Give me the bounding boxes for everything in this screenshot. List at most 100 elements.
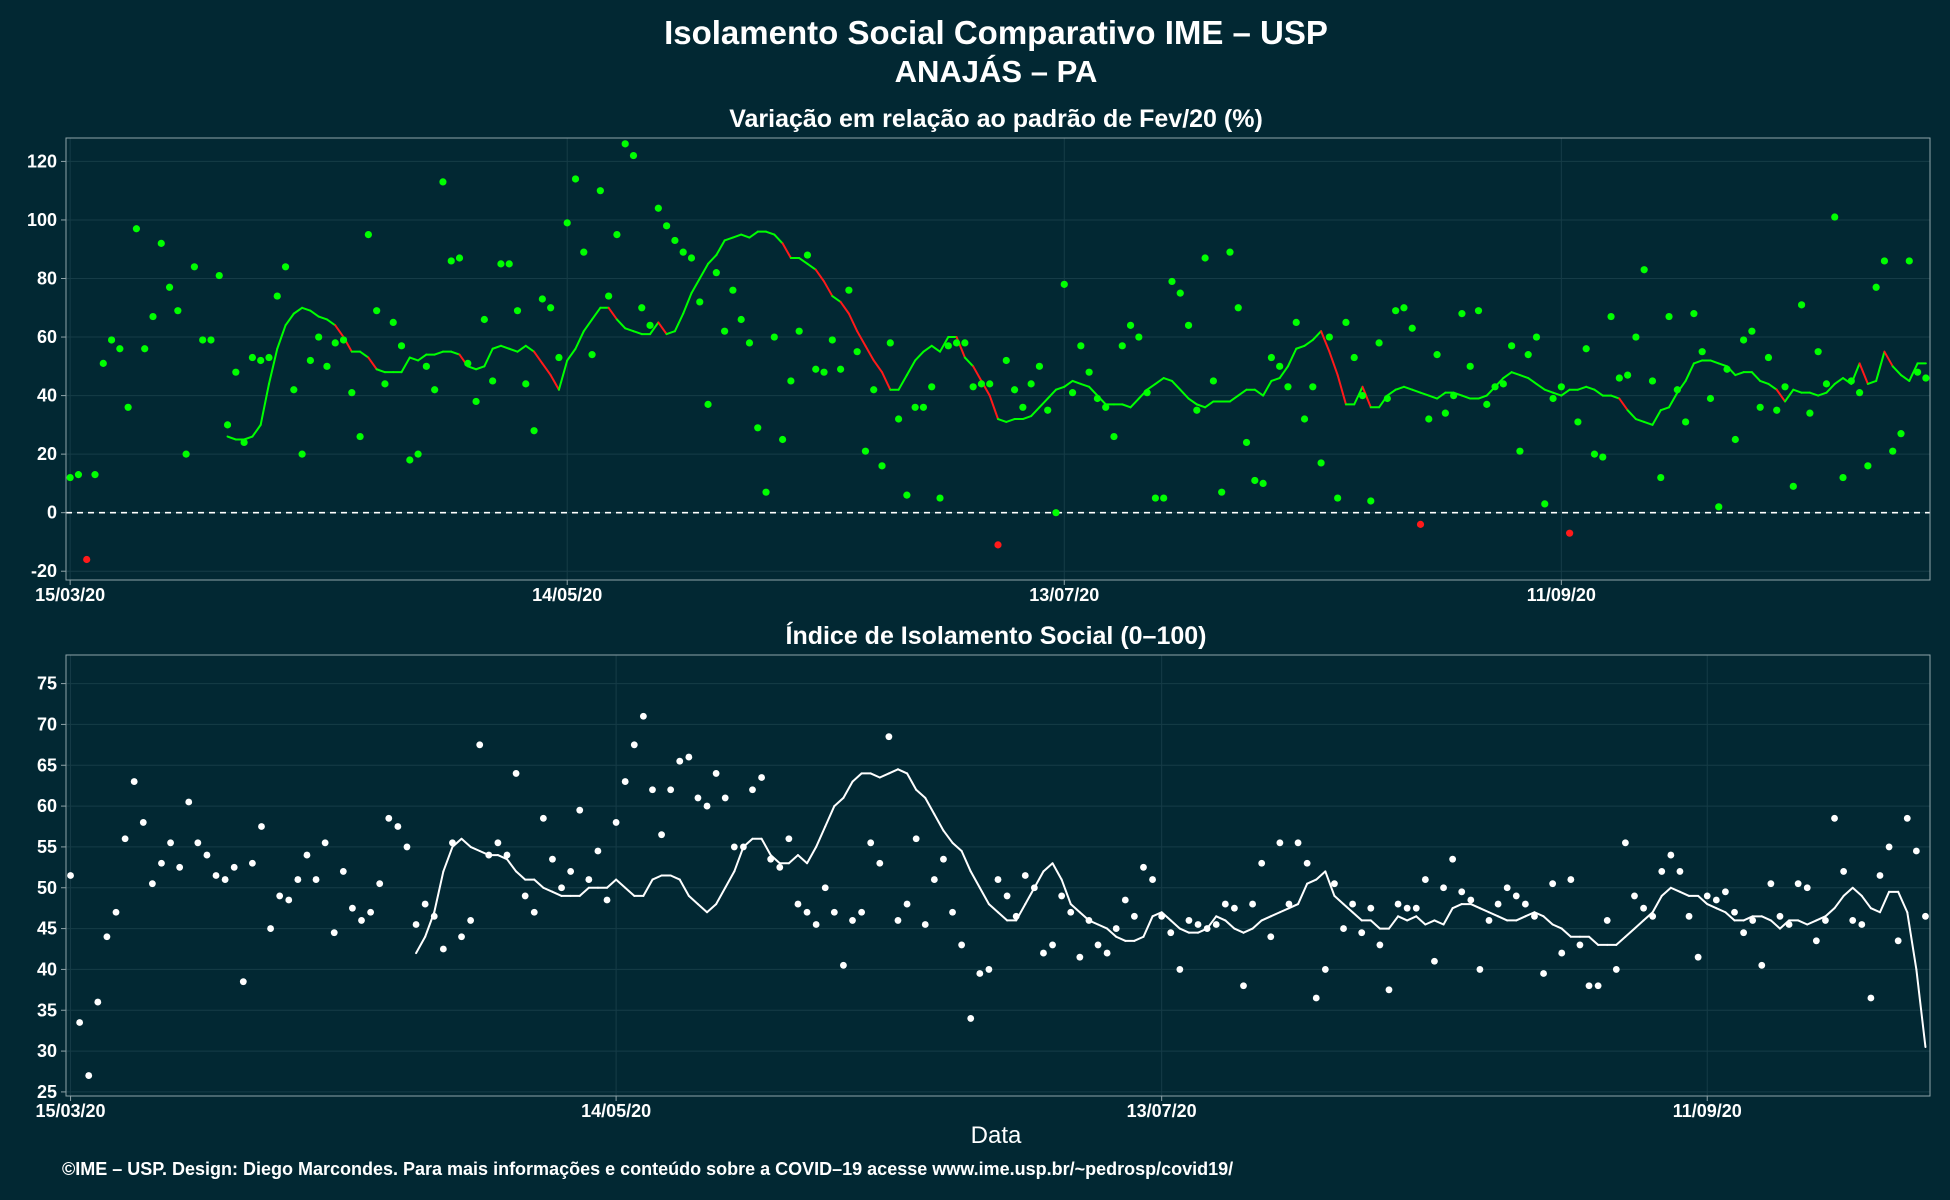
moving-average-segment bbox=[997, 418, 1008, 423]
moving-average-segment bbox=[1715, 907, 1727, 914]
x-tick-label: 15/03/20 bbox=[35, 585, 105, 605]
moving-average-segment bbox=[1386, 388, 1397, 397]
moving-average-segment bbox=[678, 878, 690, 897]
data-point bbox=[745, 339, 754, 347]
moving-average-segment bbox=[748, 230, 759, 239]
data-point bbox=[787, 377, 795, 385]
data-point bbox=[594, 847, 602, 855]
moving-average-segment bbox=[1251, 919, 1263, 930]
data-point bbox=[1030, 884, 1038, 892]
moving-average-segment bbox=[375, 368, 386, 374]
data-point bbox=[1789, 482, 1797, 490]
data-point bbox=[349, 904, 356, 912]
moving-average-segment bbox=[1233, 927, 1245, 934]
x-tick-label: 11/09/20 bbox=[1527, 585, 1596, 605]
data-point bbox=[949, 908, 956, 916]
data-point bbox=[367, 908, 375, 916]
moving-average-segment bbox=[963, 356, 975, 368]
data-point bbox=[257, 356, 265, 365]
moving-average-segment bbox=[1734, 371, 1745, 377]
data-point bbox=[1685, 912, 1693, 920]
panel2-points bbox=[67, 712, 1929, 1079]
data-point bbox=[1494, 900, 1502, 908]
y-tick-label: 0 bbox=[47, 503, 57, 523]
moving-average-segment bbox=[831, 295, 842, 303]
moving-average-segment bbox=[515, 870, 527, 881]
data-point bbox=[239, 978, 247, 986]
data-point bbox=[1797, 301, 1806, 309]
data-point bbox=[1541, 500, 1549, 508]
moving-average-segment bbox=[1133, 935, 1145, 942]
moving-average-segment bbox=[1706, 903, 1718, 910]
moving-average-segment bbox=[773, 233, 784, 245]
x-tick-label: 14/05/20 bbox=[581, 1101, 651, 1121]
moving-average-segment bbox=[1351, 911, 1363, 922]
data-point bbox=[1044, 406, 1052, 414]
moving-average-segment bbox=[359, 350, 370, 359]
data-point bbox=[858, 908, 866, 916]
data-point bbox=[182, 450, 190, 458]
data-point bbox=[1682, 418, 1690, 426]
moving-average-segment bbox=[806, 262, 817, 271]
data-point bbox=[455, 254, 464, 262]
moving-average-segment bbox=[1224, 919, 1236, 930]
data-point bbox=[331, 339, 339, 347]
moving-average-segment bbox=[1320, 330, 1331, 353]
data-point bbox=[1267, 353, 1275, 362]
moving-average-segment bbox=[1535, 382, 1546, 391]
data-point bbox=[116, 345, 124, 353]
data-point bbox=[530, 908, 538, 916]
data-point bbox=[952, 339, 961, 347]
data-point bbox=[1094, 941, 1102, 949]
moving-average-segment bbox=[787, 854, 799, 865]
moving-average-segment bbox=[814, 268, 826, 283]
data-point bbox=[1458, 888, 1466, 896]
data-point bbox=[1847, 377, 1855, 385]
data-point bbox=[1912, 847, 1920, 855]
data-point bbox=[1885, 843, 1893, 851]
moving-average-segment bbox=[1451, 903, 1463, 910]
moving-average-segment bbox=[1775, 388, 1787, 403]
data-point bbox=[1722, 888, 1729, 896]
moving-average-segment bbox=[1633, 919, 1645, 930]
data-point bbox=[603, 896, 611, 904]
data-point bbox=[1607, 312, 1615, 321]
panel1-frame bbox=[65, 137, 1931, 581]
y-tick-label: 40 bbox=[37, 959, 57, 979]
data-point bbox=[1649, 912, 1657, 920]
data-point bbox=[503, 851, 511, 859]
moving-average-segment bbox=[905, 359, 917, 377]
data-point bbox=[936, 494, 944, 502]
data-point bbox=[1458, 310, 1466, 318]
data-point bbox=[976, 970, 984, 977]
data-point bbox=[321, 839, 329, 847]
data-point bbox=[1558, 949, 1566, 957]
data-point bbox=[157, 239, 165, 247]
data-point bbox=[1694, 953, 1702, 961]
footer-credit: ©IME – USP. Design: Diego Marcondes. Par… bbox=[62, 1159, 1233, 1179]
moving-average-segment bbox=[1560, 388, 1571, 397]
moving-average-segment bbox=[897, 374, 908, 391]
data-point bbox=[830, 908, 838, 916]
data-point bbox=[1421, 876, 1429, 883]
data-point bbox=[1367, 904, 1375, 912]
moving-average-segment bbox=[1533, 911, 1545, 918]
data-point bbox=[397, 342, 406, 350]
data-point bbox=[381, 380, 389, 388]
data-point bbox=[1673, 386, 1681, 394]
data-point bbox=[315, 333, 323, 341]
moving-average-segment bbox=[1342, 903, 1354, 914]
data-point bbox=[1358, 929, 1366, 937]
y-tick-label: 30 bbox=[37, 1041, 57, 1061]
moving-average-segment bbox=[1806, 919, 1818, 926]
x-tick-label: 13/07/20 bbox=[1029, 585, 1099, 605]
data-point bbox=[1648, 377, 1657, 385]
data-point bbox=[1785, 921, 1793, 928]
data-point bbox=[1118, 342, 1126, 350]
data-point bbox=[1201, 254, 1209, 262]
moving-average-segment bbox=[1709, 359, 1720, 365]
data-point bbox=[1383, 394, 1391, 403]
moving-average-segment bbox=[1270, 377, 1281, 382]
data-point bbox=[621, 140, 629, 148]
data-point bbox=[986, 380, 994, 388]
